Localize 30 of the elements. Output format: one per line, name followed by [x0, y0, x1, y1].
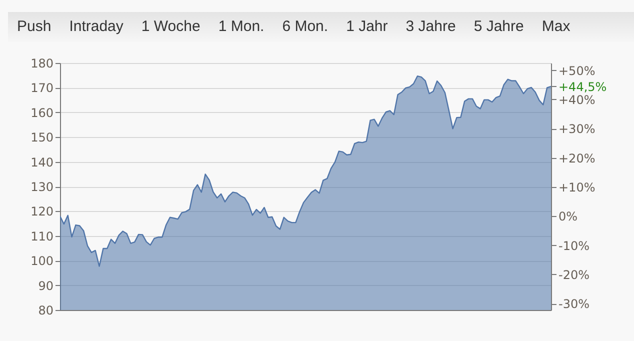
y-tick-label: 80 — [38, 304, 54, 318]
y-tick-label: 120 — [30, 204, 54, 219]
y2-tick-label: +44,5% — [558, 80, 607, 94]
text: 3 Jahre — [404, 17, 457, 37]
y2-tick-label: -10% — [558, 238, 590, 253]
y2-tick-label: -30% — [558, 297, 590, 312]
y2-tick-label: +10% — [558, 180, 596, 194]
text: 1 Mon. — [217, 17, 266, 37]
y-tick-label: 100 — [30, 254, 54, 268]
y-tick-label: 180 — [30, 56, 54, 70]
y-tick-label: 90 — [38, 278, 54, 293]
y2-tick-label: +30% — [558, 122, 596, 136]
y2-tick-label: +50% — [558, 64, 596, 78]
y2-tick-label: +20% — [558, 151, 596, 166]
y-tick-label: 110 — [30, 229, 54, 244]
text: Intraday — [68, 17, 124, 37]
y2-tick-label: 0% — [558, 210, 578, 224]
y-tick-label: 160 — [30, 106, 54, 120]
y-tick-label: 150 — [30, 130, 54, 145]
y-tick-label: 140 — [30, 155, 54, 170]
y-tick-label: 130 — [30, 180, 54, 194]
y2-tick-label: +40% — [558, 92, 596, 107]
text: 5 Jahre — [472, 17, 525, 37]
y-tick-label: 170 — [30, 81, 54, 96]
text: 1 Jahr — [345, 17, 389, 37]
text: 6 Mon. — [281, 17, 330, 37]
text: 1 Woche — [140, 17, 202, 37]
text: Push — [16, 17, 52, 37]
text: Max — [540, 17, 572, 37]
y2-tick-label: -20% — [558, 268, 590, 282]
